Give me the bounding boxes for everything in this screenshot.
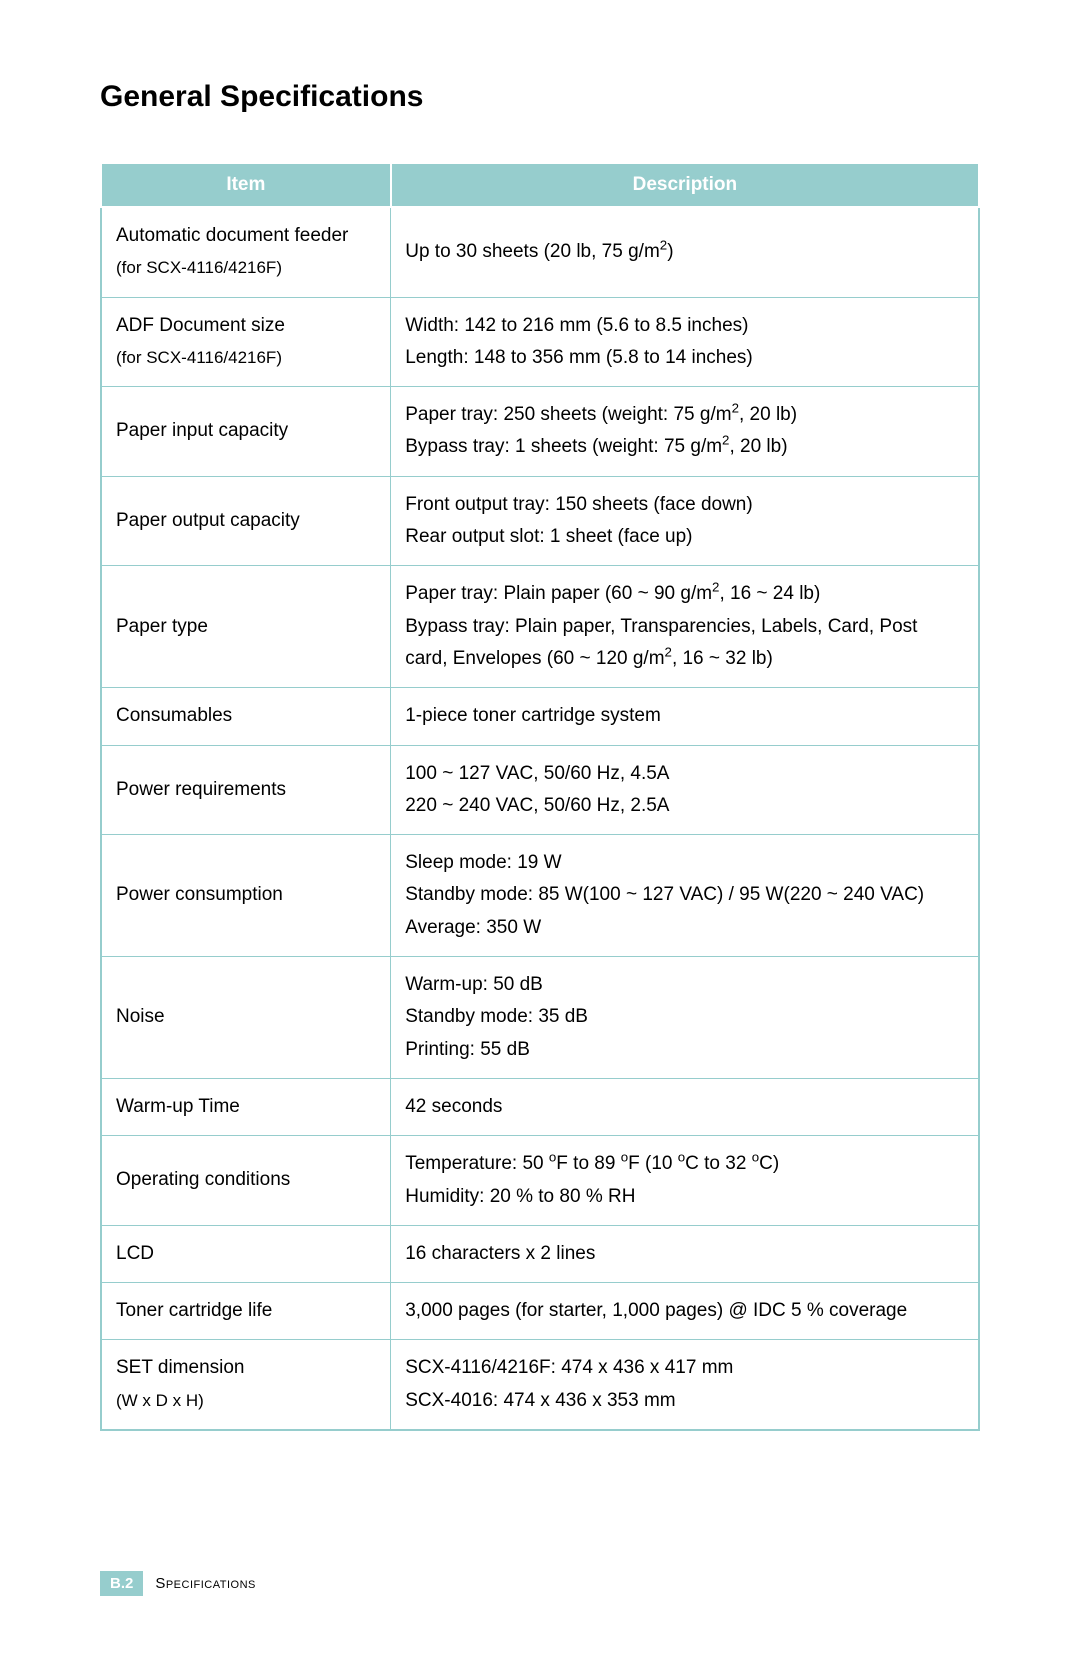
table-row: Paper output capacityFront output tray: …	[101, 476, 979, 566]
table-header-row: Item Description	[101, 163, 979, 207]
column-header-item: Item	[101, 163, 391, 207]
description-cell: Paper tray: Plain paper (60 ~ 90 g/m2, 1…	[391, 566, 979, 688]
description-cell: Front output tray: 150 sheets (face down…	[391, 476, 979, 566]
footer-section-label: Specifications	[155, 1575, 256, 1592]
description-cell: Temperature: 50 oF to 89 oF (10 oC to 32…	[391, 1136, 979, 1226]
item-cell: LCD	[101, 1225, 391, 1282]
description-cell: 42 seconds	[391, 1078, 979, 1135]
item-cell: ADF Document size(for SCX-4116/4216F)	[101, 297, 391, 387]
description-cell: 3,000 pages (for starter, 1,000 pages) @…	[391, 1283, 979, 1340]
item-cell: Warm-up Time	[101, 1078, 391, 1135]
page-footer: B.2 Specifications	[100, 1571, 980, 1596]
item-cell: Paper output capacity	[101, 476, 391, 566]
item-cell: Toner cartridge life	[101, 1283, 391, 1340]
table-row: Toner cartridge life3,000 pages (for sta…	[101, 1283, 979, 1340]
table-row: Consumables1-piece toner cartridge syste…	[101, 688, 979, 745]
column-header-description: Description	[391, 163, 979, 207]
description-cell: Paper tray: 250 sheets (weight: 75 g/m2,…	[391, 387, 979, 477]
description-cell: SCX-4116/4216F: 474 x 436 x 417 mmSCX-40…	[391, 1340, 979, 1430]
table-row: Power consumptionSleep mode: 19 WStandby…	[101, 835, 979, 957]
table-row: Paper input capacityPaper tray: 250 shee…	[101, 387, 979, 477]
item-cell: Paper input capacity	[101, 387, 391, 477]
table-row: Power requirements100 ~ 127 VAC, 50/60 H…	[101, 745, 979, 835]
table-row: NoiseWarm-up: 50 dBStandby mode: 35 dBPr…	[101, 957, 979, 1079]
page-number-badge: B.2	[100, 1571, 143, 1596]
item-cell: Power consumption	[101, 835, 391, 957]
item-cell: Automatic document feeder (for SCX-4116/…	[101, 207, 391, 297]
description-cell: 16 characters x 2 lines	[391, 1225, 979, 1282]
page-title: General Specifications	[100, 80, 980, 114]
item-cell: Paper type	[101, 566, 391, 688]
item-cell: Consumables	[101, 688, 391, 745]
table-row: Automatic document feeder (for SCX-4116/…	[101, 207, 979, 297]
item-cell: Noise	[101, 957, 391, 1079]
description-cell: Width: 142 to 216 mm (5.6 to 8.5 inches)…	[391, 297, 979, 387]
description-cell: 1-piece toner cartridge system	[391, 688, 979, 745]
table-row: Paper typePaper tray: Plain paper (60 ~ …	[101, 566, 979, 688]
table-row: SET dimension(W x D x H)SCX-4116/4216F: …	[101, 1340, 979, 1430]
description-cell: 100 ~ 127 VAC, 50/60 Hz, 4.5A220 ~ 240 V…	[391, 745, 979, 835]
specifications-table: Item Description Automatic document feed…	[100, 162, 980, 1431]
description-cell: Sleep mode: 19 WStandby mode: 85 W(100 ~…	[391, 835, 979, 957]
item-cell: SET dimension(W x D x H)	[101, 1340, 391, 1430]
description-cell: Warm-up: 50 dBStandby mode: 35 dBPrintin…	[391, 957, 979, 1079]
item-cell: Power requirements	[101, 745, 391, 835]
table-row: Warm-up Time42 seconds	[101, 1078, 979, 1135]
table-row: LCD16 characters x 2 lines	[101, 1225, 979, 1282]
table-row: ADF Document size(for SCX-4116/4216F)Wid…	[101, 297, 979, 387]
description-cell: Up to 30 sheets (20 lb, 75 g/m2)	[391, 207, 979, 297]
table-row: Operating conditionsTemperature: 50 oF t…	[101, 1136, 979, 1226]
item-cell: Operating conditions	[101, 1136, 391, 1226]
